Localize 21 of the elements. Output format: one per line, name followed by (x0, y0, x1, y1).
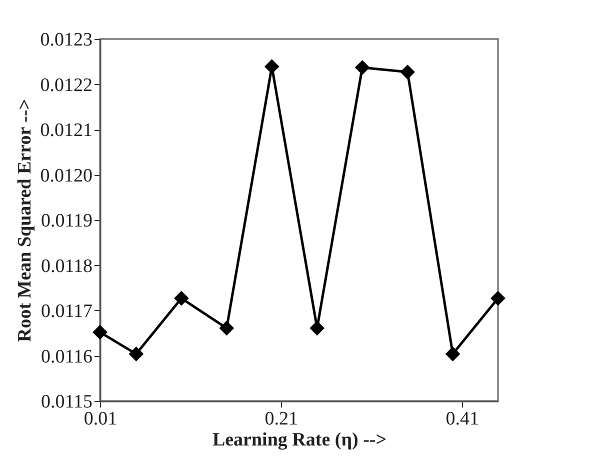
point (128, 346, 144, 362)
y-tick-label: 0.0117 (40, 301, 92, 322)
y-tick-label: 0.0121 (40, 120, 92, 141)
y-tick-label: 0.0119 (40, 210, 92, 232)
point (400, 64, 415, 80)
point (219, 320, 234, 336)
y-tick-label: 0.0118 (40, 256, 92, 277)
point (445, 346, 460, 362)
point (92, 324, 108, 340)
point (310, 320, 325, 336)
y-tick-label: 0.0120 (40, 165, 92, 186)
point (354, 60, 370, 75)
y-tick-label: 0.0116 (40, 346, 92, 368)
x-tick-label: 0.21 (264, 408, 298, 430)
point (174, 290, 189, 306)
y-tick-label: 0.0122 (40, 74, 92, 96)
y-tick-label: 0.0123 (40, 30, 92, 50)
x-axis-title: Learning Rate (η) --> (212, 430, 387, 450)
x-tick-label: 0.41 (446, 408, 479, 430)
point (490, 290, 506, 306)
y-axis-title: Root Mean Squared Error --> (14, 98, 36, 342)
